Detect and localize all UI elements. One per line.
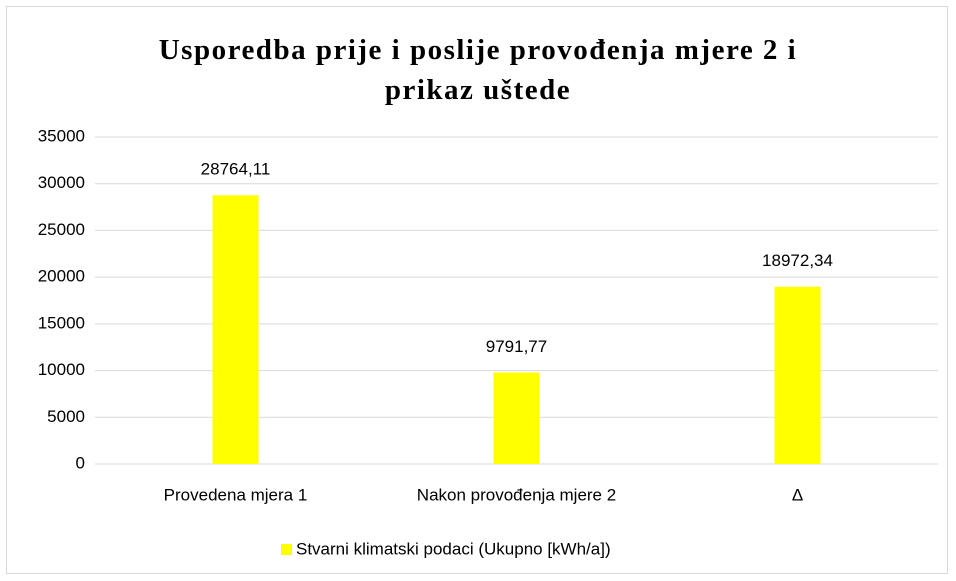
bar	[212, 195, 259, 464]
y-tick-label: 20000	[38, 267, 85, 286]
x-tick-label: Nakon provođenja mjere 2	[417, 485, 616, 504]
y-tick-label: 0	[76, 453, 85, 472]
data-label: 18972,34	[762, 251, 833, 270]
chart-border	[6, 6, 948, 574]
y-tick-label: 5000	[47, 407, 85, 426]
x-tick-label: Provedena mjera 1	[164, 485, 308, 504]
bar	[493, 372, 540, 464]
y-tick-label: 25000	[38, 220, 85, 239]
chart-title: Usporedba prije i poslije provođenja mje…	[158, 34, 798, 106]
y-tick-label: 15000	[38, 313, 85, 332]
x-tick-label: Δ	[792, 485, 803, 504]
legend-swatch	[281, 544, 292, 555]
bar	[774, 286, 821, 464]
legend-label: Stvarni klimatski podaci (Ukupno [kWh/a]…	[296, 539, 611, 558]
y-tick-label: 10000	[38, 360, 85, 379]
data-label: 9791,77	[486, 337, 547, 356]
data-label: 28764,11	[201, 160, 271, 179]
y-tick-label: 30000	[38, 173, 85, 192]
y-tick-label: 35000	[38, 126, 85, 145]
